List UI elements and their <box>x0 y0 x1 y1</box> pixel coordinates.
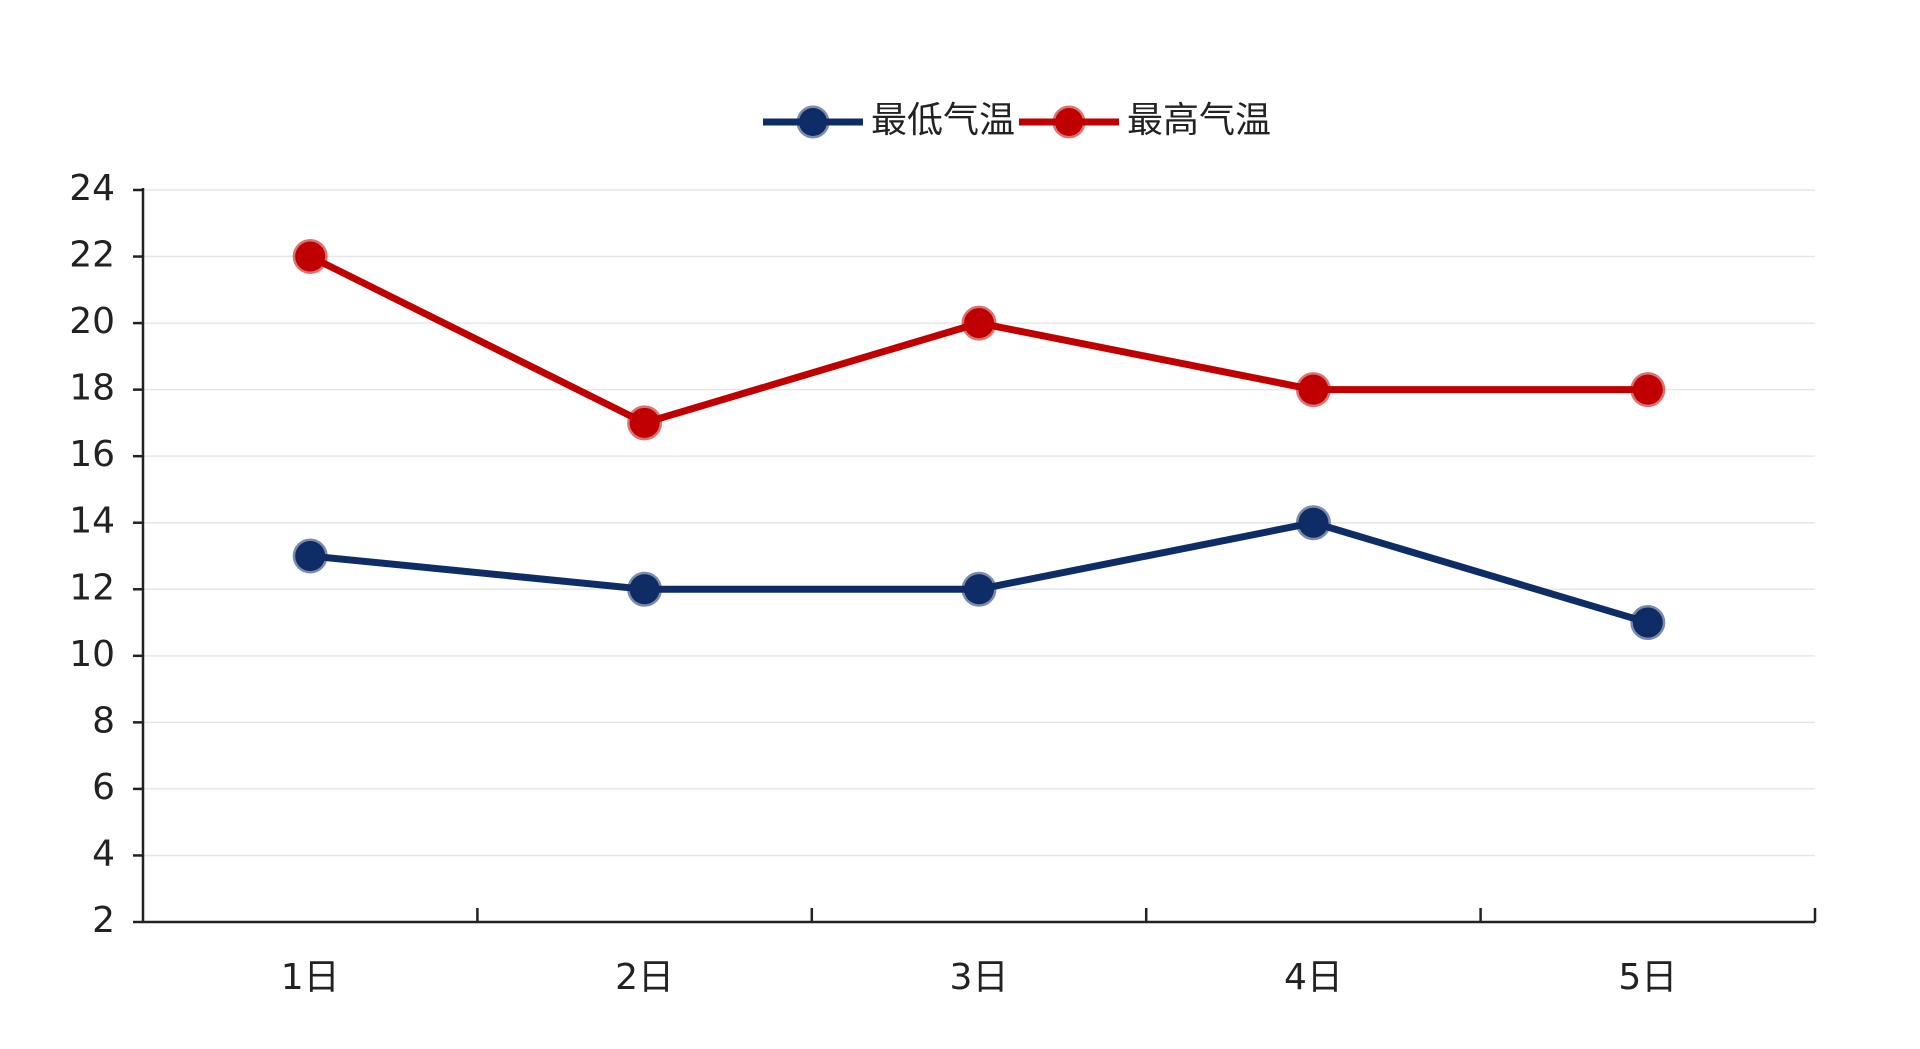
y-tick-label: 24 <box>69 168 115 209</box>
y-tick-label: 8 <box>92 700 115 741</box>
y-tick-label: 14 <box>69 501 115 542</box>
y-tick-label: 16 <box>69 434 115 475</box>
legend-marker <box>1052 105 1086 139</box>
data-point <box>292 538 328 574</box>
x-tick-label: 5日 <box>1618 957 1677 998</box>
legend-marker <box>796 105 830 139</box>
y-tick-label: 18 <box>69 368 115 409</box>
x-tick-label: 1日 <box>281 957 340 998</box>
data-point <box>1630 605 1666 641</box>
data-point <box>627 405 663 441</box>
data-point <box>1630 372 1666 408</box>
x-tick-label: 4日 <box>1284 957 1343 998</box>
data-point <box>961 305 997 341</box>
data-point <box>961 571 997 607</box>
data-point <box>292 239 328 275</box>
y-tick-label: 10 <box>69 634 115 675</box>
legend-label: 最高气温 <box>1127 100 1271 141</box>
data-point <box>1295 372 1331 408</box>
x-tick-label: 2日 <box>615 957 674 998</box>
y-tick-label: 12 <box>69 567 115 608</box>
y-tick-label: 22 <box>69 235 115 276</box>
legend-label: 最低气温 <box>871 100 1015 141</box>
y-tick-label: 2 <box>92 900 115 941</box>
x-tick-label: 3日 <box>950 957 1009 998</box>
y-tick-label: 6 <box>92 767 115 808</box>
data-point <box>627 571 663 607</box>
y-tick-label: 4 <box>92 833 115 874</box>
y-tick-label: 20 <box>69 301 115 342</box>
data-point <box>1295 505 1331 541</box>
